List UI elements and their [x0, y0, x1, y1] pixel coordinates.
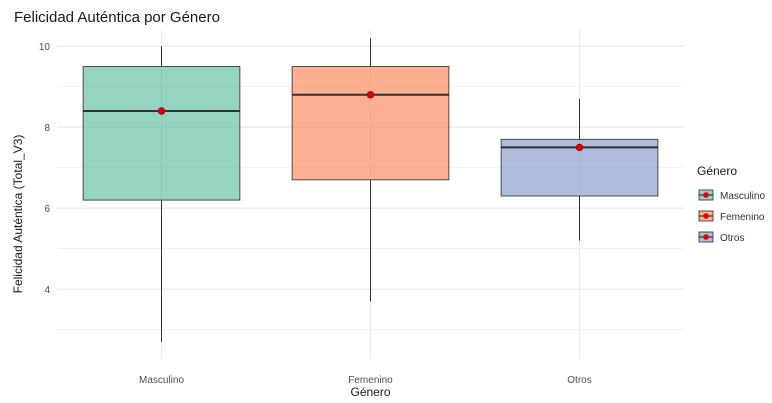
x-axis-title: Género: [350, 385, 390, 398]
legend-label-femenino: Femenino: [720, 212, 765, 223]
x-tick-label: Otros: [567, 375, 591, 386]
mean-point-otros: [575, 143, 584, 152]
legend-marker-femenino: [703, 213, 709, 219]
y-tick-label: 8: [44, 123, 50, 134]
x-tick-label: Femenino: [348, 375, 393, 386]
legend-marker-masculino: [703, 192, 709, 198]
box-femenino: [291, 65, 450, 181]
y-tick-label: 10: [39, 42, 51, 53]
mean-point-femenino: [366, 91, 375, 99]
x-tick-label: Masculino: [139, 375, 184, 386]
y-tick-label: 4: [44, 285, 50, 296]
y-axis-title: Felicidad Auténtica (Total_V3): [11, 135, 25, 294]
legend-label-masculino: Masculino: [720, 191, 765, 202]
legend-marker-otros: [703, 234, 709, 240]
legend-label-otros: Otros: [720, 233, 744, 244]
box-masculino: [82, 65, 241, 201]
chart-title: Felicidad Auténtica por Género: [14, 9, 220, 26]
mean-point-masculino: [157, 107, 166, 115]
y-tick-label: 6: [44, 204, 50, 215]
legend-title: Género: [697, 164, 737, 178]
